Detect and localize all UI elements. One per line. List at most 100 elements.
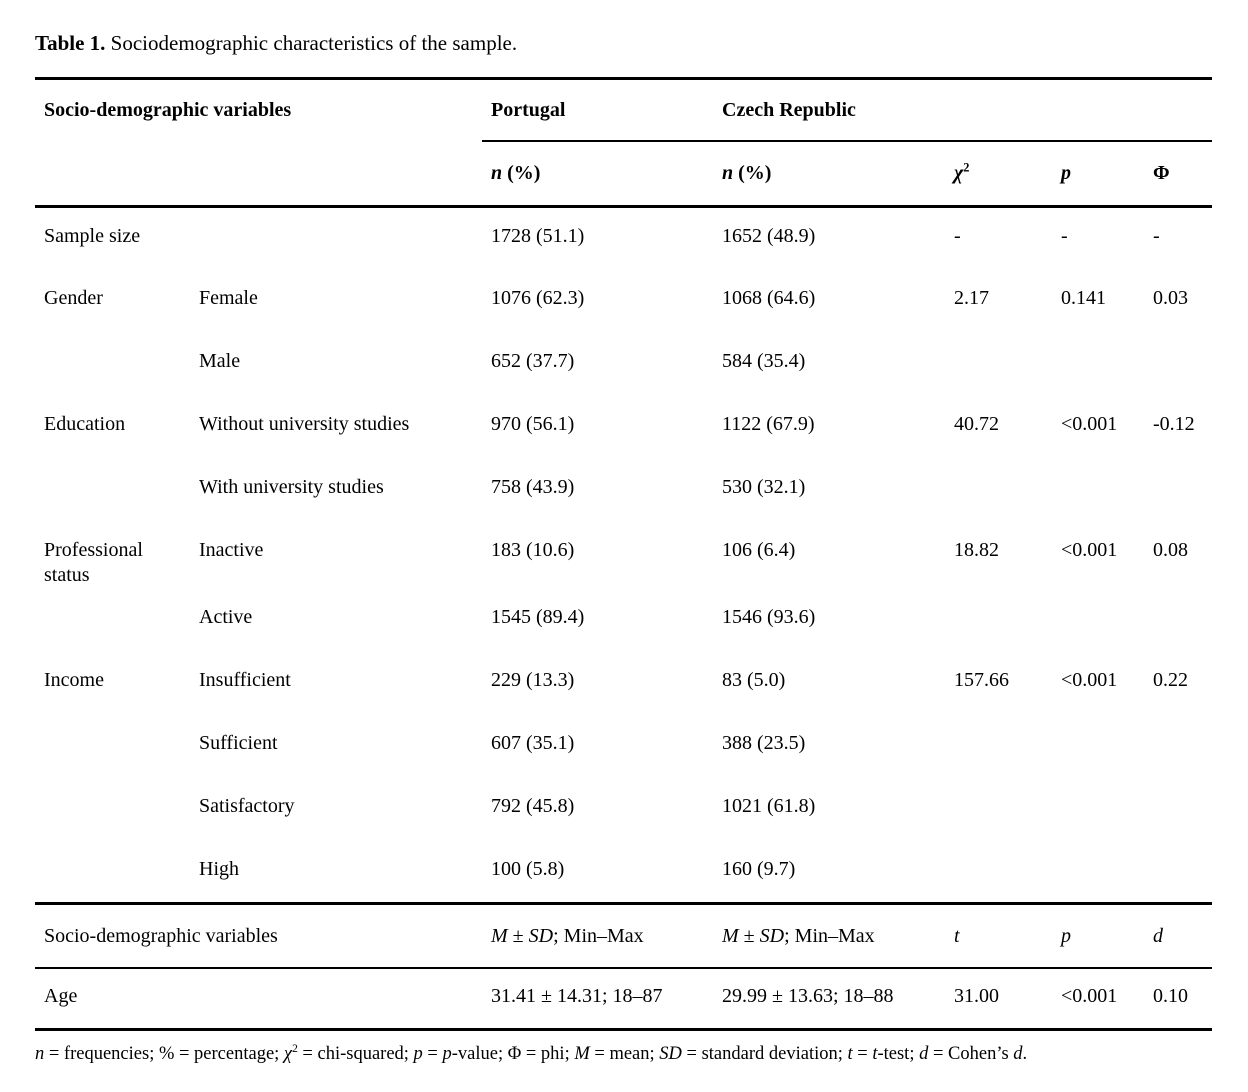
cell-category xyxy=(35,715,190,778)
header-spacer-1 xyxy=(945,77,1052,142)
cell-phi: - xyxy=(1153,225,1160,248)
table-row-age: Age 31.41 ± 14.31; 18–87 29.99 ± 13.63; … xyxy=(35,967,1212,1032)
cell-subcategory: Inactive xyxy=(199,538,264,561)
cell-p: 0.141 xyxy=(1061,286,1106,309)
cell-category: Education xyxy=(44,412,126,435)
cell-portugal: 1076 (62.3) xyxy=(491,286,585,309)
cell-czech: 1652 (48.9) xyxy=(722,225,816,248)
header-t-test: t xyxy=(945,902,1052,969)
cell-phi xyxy=(1144,841,1212,904)
cell-czech: 1068 (64.6) xyxy=(722,286,816,309)
cell-chi2 xyxy=(945,589,1052,652)
table-number-label: Table 1. xyxy=(35,31,106,55)
cell-phi xyxy=(1144,333,1212,396)
cell-chi2: 40.72 xyxy=(954,412,999,435)
header-n-pct-czech: n (%) xyxy=(713,140,945,209)
cell-category xyxy=(35,459,190,522)
cell-phi xyxy=(1144,715,1212,778)
header-variables: Socio-demographic variables xyxy=(35,77,482,141)
cell-category: Gender xyxy=(44,286,103,309)
cell-portugal: 1728 (51.1) xyxy=(491,225,585,248)
table-row-gender-male: Male 652 (37.7) 584 (35.4) xyxy=(35,333,1212,396)
header-row-measures: n (%) n (%) χ2 p Φ xyxy=(35,140,1212,209)
header-spacer-4 xyxy=(35,140,482,209)
header-czech-republic: Czech Republic xyxy=(713,77,945,142)
header-p-value-2: p xyxy=(1052,902,1144,969)
cell-chi2 xyxy=(945,333,1052,396)
cell-category xyxy=(35,589,190,652)
cell-category xyxy=(35,778,190,841)
cell-subcategory: Active xyxy=(199,605,253,628)
cell-subcategory: High xyxy=(199,857,239,880)
table-row-income-satisfactory: Satisfactory 792 (45.8) 1021 (61.8) xyxy=(35,778,1212,841)
cell-czech: 530 (32.1) xyxy=(722,475,806,498)
cell-subcategory: Sufficient xyxy=(199,731,278,754)
cell-phi: -0.12 xyxy=(1153,412,1195,435)
cell-phi xyxy=(1144,459,1212,522)
header-m-sd-czech: M ± SD; Min–Max xyxy=(713,902,945,969)
cell-p: <0.001 xyxy=(1061,412,1118,435)
cell-category xyxy=(35,333,190,396)
cell-subcategory xyxy=(190,207,482,270)
header-spacer-3 xyxy=(1144,77,1212,142)
cell-phi: 0.22 xyxy=(1153,668,1188,691)
cell-category: Age xyxy=(35,967,482,1032)
cell-p xyxy=(1052,589,1144,652)
cell-phi xyxy=(1144,589,1212,652)
cell-chi2: 18.82 xyxy=(954,538,999,561)
cell-czech: 1021 (61.8) xyxy=(722,794,816,817)
cell-phi xyxy=(1144,778,1212,841)
cell-portugal: 183 (10.6) xyxy=(491,538,575,561)
cell-subcategory: With university studies xyxy=(199,475,384,498)
header-row-continuous: Socio-demographic variables M ± SD; Min–… xyxy=(35,902,1212,969)
cell-czech: 584 (35.4) xyxy=(722,349,806,372)
table-row-income-insufficient: Income Insufficient 229 (13.3) 83 (5.0) … xyxy=(35,652,1212,715)
cell-chi2 xyxy=(945,841,1052,904)
cell-portugal: 758 (43.9) xyxy=(491,475,575,498)
header-p-value: p xyxy=(1052,140,1144,209)
cell-portugal: 229 (13.3) xyxy=(491,668,575,691)
cell-p xyxy=(1052,841,1144,904)
cell-czech: 29.99 ± 13.63; 18–88 xyxy=(713,967,945,1032)
cell-category: Professional status xyxy=(44,538,143,587)
header-m-sd-portugal: M ± SD; Min–Max xyxy=(482,902,713,969)
cell-portugal: 652 (37.7) xyxy=(491,349,575,372)
cell-category: Sample size xyxy=(44,225,141,248)
cell-category: Income xyxy=(44,668,104,691)
cell-czech: 388 (23.5) xyxy=(722,731,806,754)
cell-czech: 1122 (67.9) xyxy=(722,412,815,435)
cell-p: - xyxy=(1061,225,1068,248)
table-title: Table 1. Sociodemographic characteristic… xyxy=(35,30,1212,57)
cell-subcategory: Male xyxy=(199,349,241,372)
cell-t: 31.00 xyxy=(945,967,1052,1032)
cell-subcategory: Without university studies xyxy=(199,412,410,435)
table-footnote: n = frequencies; % = percentage; χ2 = ch… xyxy=(35,1043,1028,1065)
cell-czech: 1546 (93.6) xyxy=(722,605,816,628)
table-row-income-high: High 100 (5.8) 160 (9.7) xyxy=(35,841,1212,904)
table-row-gender-female: Gender Female 1076 (62.3) 1068 (64.6) 2.… xyxy=(35,270,1212,333)
header-chi-squared: χ2 xyxy=(945,140,1052,209)
cell-portugal: 970 (56.1) xyxy=(491,412,575,435)
cell-p xyxy=(1052,459,1144,522)
cell-portugal: 607 (35.1) xyxy=(491,731,575,754)
cell-p: <0.001 xyxy=(1052,967,1144,1032)
cell-subcategory: Satisfactory xyxy=(199,794,295,817)
header-portugal: Portugal xyxy=(482,77,713,142)
cell-czech: 83 (5.0) xyxy=(722,668,786,691)
sociodemographic-table: Socio-demographic variables Portugal Cze… xyxy=(35,77,1212,1032)
cell-p: <0.001 xyxy=(1061,538,1118,561)
cell-portugal: 31.41 ± 14.31; 18–87 xyxy=(482,967,713,1032)
table-row-professional-active: Active 1545 (89.4) 1546 (93.6) xyxy=(35,589,1212,652)
cell-chi2: - xyxy=(954,225,961,248)
cell-portugal: 792 (45.8) xyxy=(491,794,575,817)
table-row-education-without: Education Without university studies 970… xyxy=(35,396,1212,459)
cell-p xyxy=(1052,333,1144,396)
cell-subcategory: Female xyxy=(199,286,258,309)
cell-czech: 160 (9.7) xyxy=(722,857,796,880)
cell-chi2 xyxy=(945,715,1052,778)
header-n-pct-portugal: n (%) xyxy=(482,140,713,209)
cell-p: <0.001 xyxy=(1061,668,1118,691)
header-cohens-d: d xyxy=(1144,902,1212,969)
cell-phi: 0.03 xyxy=(1153,286,1188,309)
table-row-education-with: With university studies 758 (43.9) 530 (… xyxy=(35,459,1212,522)
